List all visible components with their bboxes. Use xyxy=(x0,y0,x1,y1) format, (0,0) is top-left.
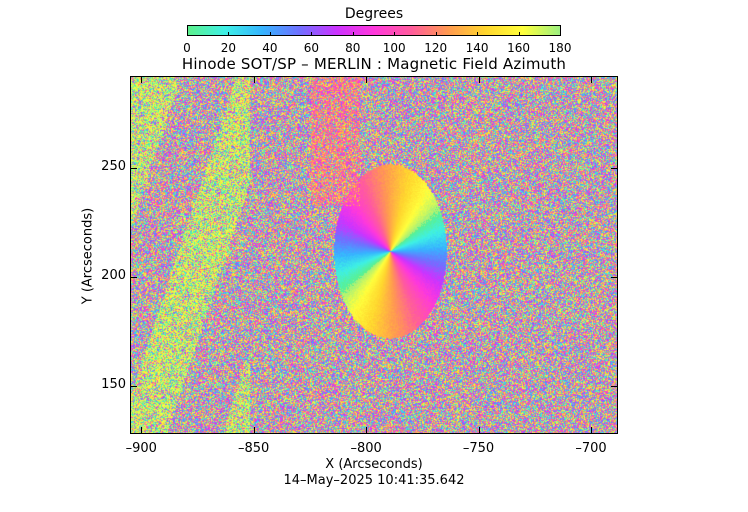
colorbar-tick-label: 20 xyxy=(220,41,237,55)
y-tick-label: 200 xyxy=(101,267,126,283)
x-tick-mark xyxy=(478,77,480,83)
x-tick-mark xyxy=(591,77,592,83)
colorbar-tick-mark xyxy=(560,32,561,36)
colorbar-tick-mark xyxy=(477,32,479,36)
plot-area xyxy=(130,76,618,434)
x-tick-mark xyxy=(591,427,592,433)
colorbar xyxy=(187,25,561,36)
colorbar-tick-label: 120 xyxy=(424,41,448,55)
colorbar-tick-mark xyxy=(518,32,520,36)
y-tick-mark xyxy=(131,276,137,278)
colorbar-tick-mark xyxy=(394,32,396,36)
colorbar-tick-mark xyxy=(352,32,354,36)
colorbar-tick-label: 40 xyxy=(262,41,278,55)
y-tick-mark xyxy=(611,276,617,278)
colorbar-tick-label: 160 xyxy=(507,41,530,55)
y-tick-label: 150 xyxy=(101,376,126,392)
colorbar-tick-mark xyxy=(311,32,313,36)
colorbar-tick-mark xyxy=(435,32,437,36)
x-tick-label: –900 xyxy=(125,441,157,456)
colorbar-tick-mark xyxy=(228,32,230,36)
x-tick-mark xyxy=(366,427,368,433)
y-tick-mark xyxy=(611,385,617,387)
colorbar-tick-label: 140 xyxy=(465,41,489,55)
y-tick-mark xyxy=(131,167,137,169)
x-tick-mark xyxy=(141,77,143,83)
x-tick-mark xyxy=(366,77,368,83)
timestamp: 14–May–2025 10:41:35.642 xyxy=(283,473,465,488)
colorbar-tick-label: 180 xyxy=(548,41,572,55)
colorbar-tick-label: 0 xyxy=(183,41,191,55)
azimuth-map-image xyxy=(130,76,618,434)
x-tick-label: –750 xyxy=(462,441,495,456)
x-tick-mark xyxy=(478,427,480,433)
y-tick-label: 250 xyxy=(101,158,126,174)
x-tick-mark xyxy=(253,427,255,433)
plot-title: Hinode SOT/SP – MERLIN : Magnetic Field … xyxy=(181,55,567,73)
x-axis-label: X (Arcseconds) xyxy=(325,457,423,472)
x-tick-mark xyxy=(141,427,143,433)
x-tick-label: –700 xyxy=(575,441,607,456)
colorbar-tick-label: 80 xyxy=(345,41,361,55)
colorbar-tick-mark xyxy=(187,32,188,36)
colorbar-title: Degrees xyxy=(344,6,404,22)
colorbar-tick-label: 100 xyxy=(382,41,406,55)
colorbar-tick-label: 60 xyxy=(303,41,319,55)
x-tick-mark xyxy=(253,77,255,83)
x-tick-label: –850 xyxy=(238,441,270,456)
colorbar-tick-mark xyxy=(269,32,271,36)
y-axis-label: Y (Arcseconds) xyxy=(80,207,96,305)
y-tick-mark xyxy=(611,167,617,169)
x-tick-label: –800 xyxy=(350,441,382,456)
y-tick-mark xyxy=(131,385,137,387)
